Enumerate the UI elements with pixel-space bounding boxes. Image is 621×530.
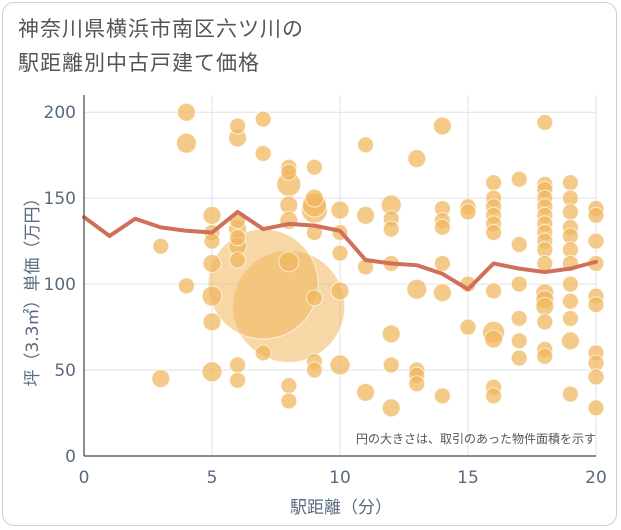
scatter-point: [202, 205, 222, 225]
scatter-point: [229, 117, 247, 135]
scatter-point: [561, 203, 579, 221]
scatter-point: [587, 232, 605, 250]
scatter-point: [561, 275, 579, 293]
scatter-point: [407, 149, 427, 169]
scatter-point: [561, 309, 579, 327]
scatter-point: [406, 278, 428, 300]
scatter-point: [381, 398, 401, 418]
scatter-point: [305, 289, 323, 307]
scatter-point: [151, 369, 171, 389]
scatter-point: [484, 329, 504, 349]
scatter-point: [587, 399, 605, 417]
scatter-point: [536, 254, 554, 272]
chart-title: 神奈川県横浜市南区六ツ川の 駅距離別中古戸建て価格: [18, 12, 304, 80]
scatter-point: [280, 163, 298, 181]
scatter-point: [254, 144, 272, 162]
scatter-point: [587, 296, 605, 314]
scatter-point: [202, 253, 222, 273]
scatter-point: [357, 136, 375, 154]
scatter-point: [485, 387, 503, 405]
x-tick-label: 5: [207, 468, 218, 488]
scatter-point: [203, 232, 221, 250]
scatter-point: [382, 356, 400, 374]
scatter-point: [561, 385, 579, 403]
scatter-point: [561, 292, 579, 310]
scatter-point: [356, 382, 376, 402]
scatter-point: [304, 188, 324, 208]
scatter-point: [201, 361, 223, 383]
scatter-point: [329, 354, 351, 376]
scatter-point: [229, 229, 247, 247]
scatter-point: [485, 174, 503, 192]
scatter-point: [229, 251, 247, 269]
scatter-point: [510, 236, 528, 254]
scatter-point: [485, 224, 503, 242]
y-tick-label: 200: [44, 103, 76, 123]
scatter-point: [229, 371, 247, 389]
y-tick-label: 150: [44, 189, 76, 209]
scatter-point: [408, 375, 426, 393]
scatter-point: [202, 312, 222, 332]
scatter-point: [382, 220, 400, 238]
bubble-layer: [151, 102, 605, 418]
grid-lines: [84, 95, 597, 456]
scatter-point: [305, 361, 323, 379]
scatter-point: [175, 132, 197, 154]
scatter-point: [356, 205, 376, 225]
scatter-point: [459, 203, 477, 221]
scatter-point: [254, 344, 272, 362]
scatter-point: [510, 309, 528, 327]
scatter-point: [433, 218, 451, 236]
scatter-point: [278, 251, 300, 273]
scatter-point: [305, 158, 323, 176]
scatter-point: [561, 174, 579, 192]
scatter-point: [207, 228, 319, 340]
scatter-point: [152, 237, 170, 255]
scatter-point: [536, 347, 554, 365]
scatter-point: [330, 200, 350, 220]
scatter-point: [459, 318, 477, 336]
y-tick-label: 100: [44, 275, 76, 295]
title-line-1: 神奈川県横浜市南区六ツ川の: [18, 17, 304, 41]
scatter-point: [510, 170, 528, 188]
y-axis-label: 坪（3.3㎡）単価（万円）: [23, 189, 43, 386]
scatter-point: [381, 324, 401, 344]
x-tick-label: 20: [585, 468, 607, 488]
scatter-point: [510, 332, 528, 350]
scatter-point: [536, 313, 554, 331]
scatter-point: [432, 116, 452, 136]
scatter-point: [176, 102, 196, 122]
average-line-layer: [82, 209, 598, 292]
scatter-point: [201, 285, 223, 307]
scatter-point: [510, 349, 528, 367]
scatter-point: [229, 356, 247, 374]
y-tick-label: 0: [65, 447, 76, 467]
scatter-point: [433, 254, 451, 272]
x-tick-label: 10: [329, 468, 351, 488]
y-tick-label: 50: [54, 361, 76, 381]
x-tick-label: 0: [79, 468, 90, 488]
scatter-point: [536, 114, 554, 132]
scatter-point: [330, 281, 350, 301]
title-line-2: 駅距離別中古戸建て価格: [18, 51, 260, 75]
scatter-point: [280, 377, 298, 395]
scatter-point: [254, 110, 272, 128]
scatter-point: [485, 282, 503, 300]
x-tick-label: 15: [457, 468, 479, 488]
scatter-point: [432, 283, 452, 303]
scatter-point: [280, 392, 298, 410]
scatter-point: [510, 275, 528, 293]
scatter-point: [535, 296, 555, 316]
bubble-size-note: 円の大きさは、取引のあった物件面積を示す: [356, 431, 596, 446]
x-axis-label: 駅距離（分）: [290, 498, 392, 518]
scatter-point: [177, 277, 195, 295]
scatter-point: [587, 368, 605, 386]
scatter-point: [433, 387, 451, 405]
scatter-point: [331, 244, 349, 262]
scatter-point: [560, 331, 580, 351]
scatter-point: [587, 206, 605, 224]
